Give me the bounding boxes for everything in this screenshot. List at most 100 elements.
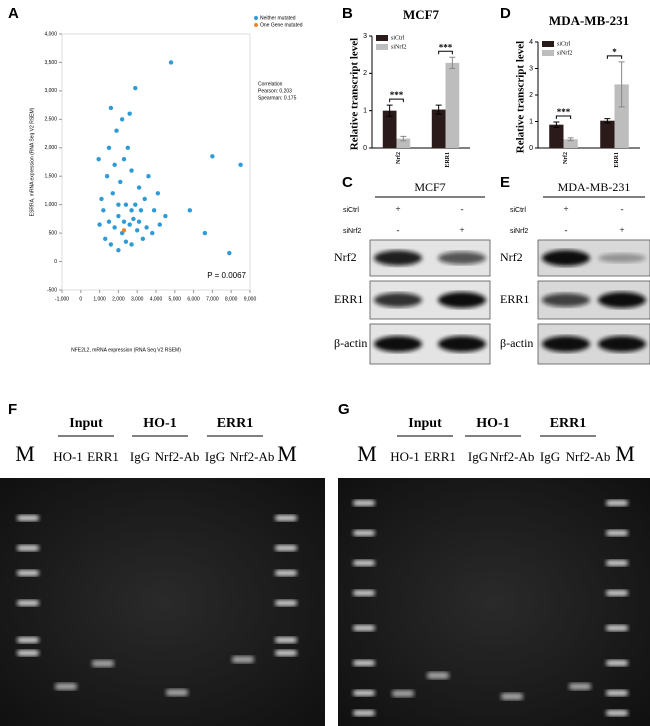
legend-label: siCtrl (557, 41, 571, 47)
lane-label: IgG (130, 449, 150, 464)
y-tick-label: 3,500 (44, 60, 57, 66)
bar (396, 138, 411, 148)
lane-label: Nrf2-Ab (155, 449, 200, 464)
significance-bracket (606, 55, 623, 59)
scatter-point (106, 219, 112, 224)
group-label: HO-1 (476, 416, 509, 431)
ladder-band (353, 560, 375, 566)
scatter-point (121, 156, 127, 162)
scatter-point (127, 222, 132, 227)
scatter-point (129, 208, 134, 213)
ladder-band (17, 650, 39, 656)
scatter-point (227, 250, 232, 256)
x-axis-label: NFE2L2, mRNA expression (RNA Seq V2 RSEM… (71, 347, 181, 353)
y-tick-label: 3,000 (44, 88, 57, 94)
y-tick-label: 4 (529, 39, 533, 46)
x-tick-label: 4,000 (150, 296, 163, 302)
error-bar (567, 137, 574, 142)
marker-label: M (15, 441, 35, 466)
ladder-band (606, 590, 628, 596)
scatter-point (136, 185, 142, 190)
sample-band (569, 683, 591, 690)
bar (549, 124, 564, 148)
scatter-point (129, 242, 134, 247)
ladder-band (606, 690, 628, 696)
bar (382, 110, 397, 148)
scatter-point (99, 196, 104, 202)
row-label: ERR1 (334, 292, 363, 306)
ladder-band (353, 590, 375, 596)
sign: + (395, 204, 400, 214)
y-tick-label: 2 (529, 92, 533, 99)
scatter-point (133, 202, 138, 207)
lane-label: IgG (205, 449, 225, 464)
legend-swatch (376, 44, 388, 50)
scatter-point (150, 230, 155, 236)
scatter-point (125, 145, 130, 150)
y-tick-label: 1 (363, 108, 367, 115)
ladder-band (606, 530, 628, 536)
legend-swatch (542, 50, 554, 56)
legend-swatch (542, 41, 554, 47)
ladder-band (606, 710, 628, 716)
band (374, 292, 422, 308)
ladder-band (275, 545, 297, 551)
error-bar (618, 61, 625, 108)
x-tick-label: 5,000 (169, 296, 182, 302)
group-label: Input (69, 416, 103, 431)
significance: *** (390, 90, 404, 100)
group-label: ERR1 (217, 416, 254, 431)
significance: * (612, 47, 617, 57)
significance: *** (557, 107, 571, 117)
sign: - (565, 225, 568, 235)
scatter-point (155, 191, 161, 196)
scatter-point (121, 228, 127, 233)
error-bar (553, 121, 560, 128)
scatter-point (97, 222, 102, 227)
gel (0, 478, 325, 726)
blot-title: MDA-MB-231 (558, 180, 631, 194)
scatter-point (142, 196, 147, 202)
scatter-point (101, 208, 106, 213)
y-tick-label: -500 (47, 287, 57, 293)
lane-label: ERR1 (424, 449, 456, 464)
lane-label: Nrf2-Ab (230, 449, 275, 464)
group-label: Input (408, 416, 442, 431)
scatter-point (136, 219, 142, 224)
sign: - (397, 225, 400, 235)
chart-title: MDA-MB-231 (549, 13, 629, 28)
ladder-band (17, 545, 39, 551)
p-value: P = 0.0067 (207, 271, 246, 280)
sample-band (392, 690, 414, 697)
panel-label: D (500, 5, 511, 22)
bar (431, 109, 446, 148)
scatter-point (202, 230, 208, 236)
y-tick-label: 500 (49, 230, 58, 236)
bar (445, 62, 460, 148)
y-tick-label: 1,500 (44, 174, 57, 180)
lane-label: IgG (468, 449, 488, 464)
ladder-band (353, 625, 375, 631)
group-label: ERR1 (550, 416, 587, 431)
marker-label: M (277, 441, 297, 466)
scatter-point (112, 162, 117, 168)
y-tick-label: 1,000 (44, 202, 57, 208)
scatter-point (168, 60, 174, 65)
panel-label: A (8, 5, 19, 22)
legend-marker (254, 23, 258, 27)
band (598, 253, 646, 263)
band (374, 250, 422, 266)
scatter-point (163, 213, 168, 219)
y-axis-label: Relative transcript level (349, 38, 361, 150)
panel-label: E (500, 174, 510, 191)
band (598, 336, 646, 352)
y-tick-label: 4,000 (44, 31, 57, 37)
panel-label: G (338, 401, 350, 418)
ladder-band (606, 625, 628, 631)
scatter-point (144, 225, 149, 230)
y-tick-label: 0 (529, 145, 533, 152)
annotation: Pearson: 0.203 (258, 88, 292, 94)
ladder-band (353, 500, 375, 506)
scatter-point (108, 242, 114, 247)
